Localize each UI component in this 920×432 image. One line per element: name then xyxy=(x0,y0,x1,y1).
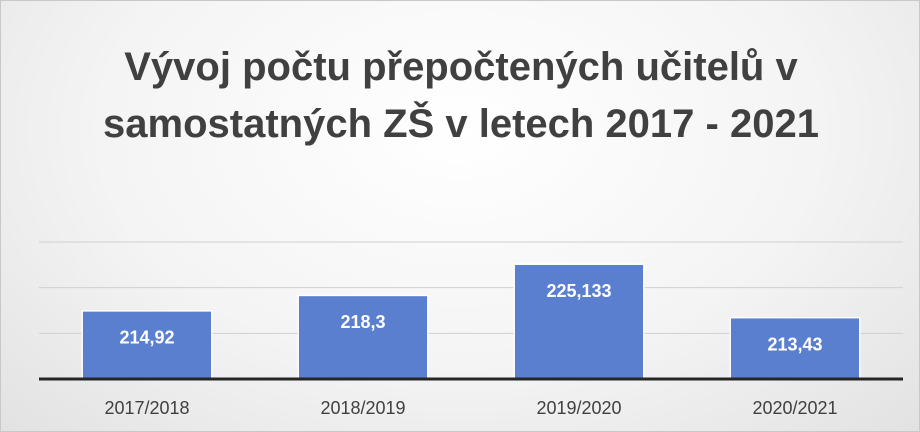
x-tick-label: 2020/2021 xyxy=(752,398,837,418)
bar xyxy=(297,294,429,380)
bar xyxy=(81,310,213,380)
bar xyxy=(513,263,645,380)
x-tick-label: 2017/2018 xyxy=(104,398,189,418)
data-label: 214,92 xyxy=(119,328,174,348)
chart-title: Vývoj počtu přepočtených učitelů v samos… xyxy=(103,45,819,146)
x-tick-label: 2018/2019 xyxy=(320,398,405,418)
data-label: 218,3 xyxy=(340,312,385,332)
x-tick-label: 2019/2020 xyxy=(536,398,621,418)
data-label: 225,133 xyxy=(546,281,611,301)
data-label: 213,43 xyxy=(767,334,822,354)
